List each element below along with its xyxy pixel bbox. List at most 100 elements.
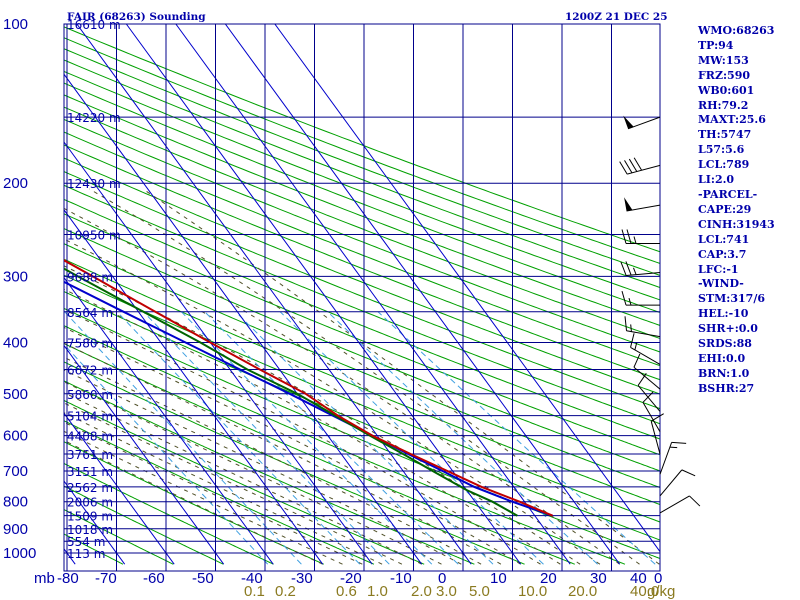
isotherm-line — [125, 24, 522, 565]
wind-barb-half — [633, 267, 637, 275]
wind-barb-half — [633, 236, 637, 244]
wind-barb-full — [628, 158, 638, 172]
wind-barb-full — [621, 229, 627, 244]
wind-barb — [637, 373, 661, 412]
sounding-index-line: LCL:789 — [698, 158, 750, 172]
wind-barb-half — [630, 324, 632, 332]
moist-adiabat-line — [64, 430, 343, 565]
wind-barb — [659, 495, 701, 514]
height-label: 3151 m — [67, 465, 113, 479]
moist-adiabat-line — [64, 392, 422, 565]
dry-adiabat-line — [64, 420, 375, 565]
temperature-tick-label: -40 — [241, 570, 263, 587]
mixing-ratio-line — [204, 311, 459, 565]
sounding-index-line: FRZ:590 — [698, 68, 751, 82]
wind-barb — [624, 316, 661, 338]
sounding-index-line: CINH:31943 — [698, 217, 775, 231]
dry-adiabat-line — [64, 82, 660, 314]
pressure-tick-label: 300 — [3, 268, 28, 285]
mixing-ratio-line — [377, 311, 656, 565]
wind-barb-full — [620, 261, 627, 276]
height-label: 6672 m — [67, 364, 113, 378]
temperature-tick-label: 10 — [490, 570, 507, 587]
dry-adiabat-line — [64, 157, 660, 395]
wind-barb-staff — [627, 164, 661, 175]
mixing-ratio-label: 10.0 — [518, 583, 547, 600]
dry-adiabat-line — [64, 118, 660, 353]
sounding-index-line: TH:5747 — [698, 128, 752, 142]
wind-barb-staff — [626, 272, 661, 276]
wind-barb-staff — [626, 330, 661, 338]
height-label: 12430 m — [67, 177, 121, 191]
wind-barb — [621, 291, 660, 306]
temperature-tick-label: -80 — [57, 570, 79, 587]
wind-barb-staff — [642, 402, 661, 433]
sounding-index-line: RH:79.2 — [698, 98, 749, 112]
wind-barb — [659, 469, 696, 497]
pressure-tick-label: 600 — [3, 428, 28, 445]
wind-barb-staff — [659, 495, 690, 514]
sounding-index-line: MAXT:25.6 — [698, 113, 766, 127]
moist-adiabat-line — [64, 207, 620, 565]
sounding-index-line: EHI:0.0 — [698, 351, 746, 365]
dry-adiabat-line — [64, 361, 525, 565]
dry-adiabat-line — [64, 144, 660, 381]
plot-frame — [63, 23, 661, 572]
pressure-tick-label: 200 — [3, 175, 28, 192]
dry-adiabat-line — [64, 380, 475, 565]
temperature-tick-label: 30 — [590, 570, 607, 587]
sounding-index-line: TP:94 — [698, 38, 734, 52]
temperature-tick-label: 0 — [654, 570, 662, 587]
sounding-index-line: LCL:741 — [698, 232, 750, 246]
moist-adiabat-line — [64, 309, 541, 565]
dry-adiabat-line — [64, 227, 660, 472]
wind-barb-full — [625, 261, 632, 276]
isotherm-line — [0, 24, 26, 564]
wind-barb — [659, 441, 687, 475]
wind-barb-full — [621, 291, 627, 306]
dry-adiabat-line — [64, 70, 660, 301]
wind-barb — [642, 391, 661, 433]
mixing-ratio-label: 20.0 — [568, 583, 597, 600]
pressure-tick-label: 500 — [3, 386, 28, 403]
wind-barb-full — [624, 316, 628, 331]
dry-adiabat-line — [64, 441, 324, 565]
dry-adiabat-line — [64, 342, 575, 565]
pressure-tick-label: 700 — [3, 463, 28, 480]
pressure-tick-label: 100 — [3, 16, 28, 33]
wind-barb-staff — [630, 346, 661, 365]
height-label: 14220 m — [67, 111, 121, 125]
wind-barb-flag — [624, 197, 633, 212]
height-label: 2562 m — [67, 481, 113, 495]
temperature-tick-label: -60 — [143, 570, 165, 587]
dry-adiabat-line — [64, 26, 660, 253]
mixing-ratio-label: 0.6 — [336, 583, 357, 600]
isotherm-line — [64, 73, 423, 565]
moist-adiabat-line — [142, 188, 660, 565]
dry-adiabat-line — [64, 258, 660, 506]
temperature-tick-label: -20 — [340, 570, 362, 587]
moist-adiabat-line — [64, 326, 521, 565]
wind-barb — [630, 333, 661, 365]
height-label: 10950 m — [67, 229, 121, 243]
wind-barb-staff — [650, 421, 661, 455]
dry-adiabat-line — [64, 106, 660, 340]
wind-barb-half — [634, 342, 638, 351]
isotherm-line — [64, 141, 373, 565]
dry-adiabat-line — [64, 307, 660, 560]
mixing-ratio-line — [64, 311, 302, 565]
wind-barb — [619, 157, 661, 175]
pressure-unit-label: mb — [34, 570, 55, 587]
wind-barb-full — [633, 353, 641, 368]
dry-adiabat-line — [64, 274, 660, 523]
wind-barb-full — [689, 495, 701, 507]
temperature-tick-label: 20 — [540, 570, 557, 587]
temperature-tick-label: 0 — [438, 570, 446, 587]
wind-barb-full — [633, 157, 643, 171]
dry-adiabat-line — [64, 131, 660, 367]
wind-barb — [623, 115, 661, 130]
mixing-ratio-label: 0.1 — [244, 583, 265, 600]
dry-adiabat-line — [64, 462, 274, 565]
wind-barb — [620, 261, 661, 276]
plot-overlay — [64, 115, 701, 517]
